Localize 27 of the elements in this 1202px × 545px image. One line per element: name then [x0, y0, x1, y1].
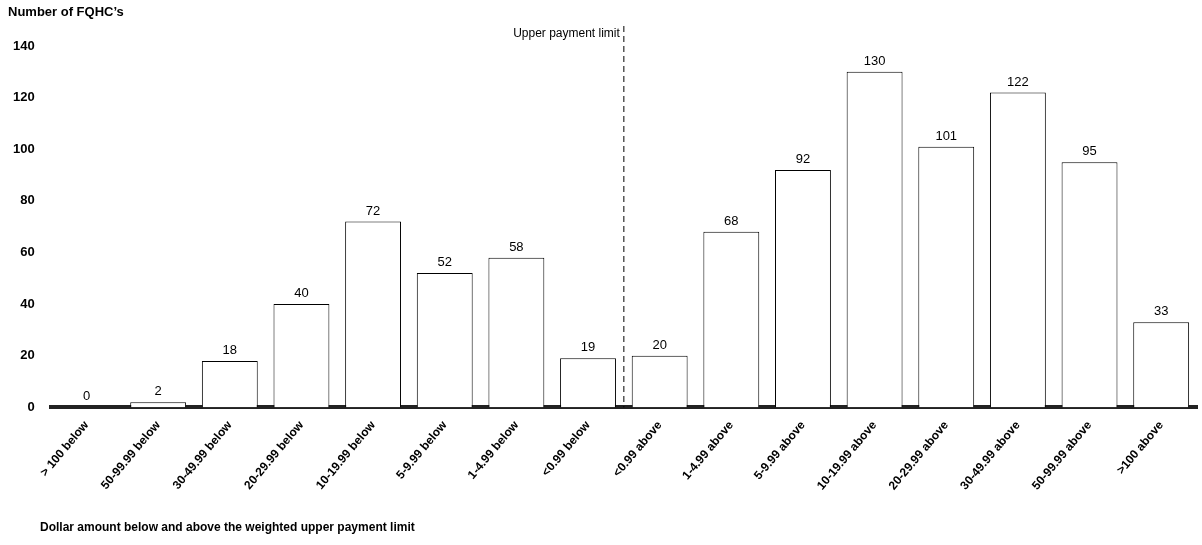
- y-tick-label: 60: [20, 244, 35, 260]
- data-label: 20: [652, 336, 667, 352]
- y-tick-label: 100: [12, 140, 35, 156]
- y-tick-label: 0: [27, 398, 35, 414]
- data-label: 33: [1153, 303, 1169, 319]
- data-label: 2: [154, 383, 162, 399]
- data-label: 68: [724, 212, 739, 228]
- data-label: 0: [82, 388, 91, 404]
- data-label: 52: [437, 254, 452, 270]
- y-tick-label: 140: [12, 37, 35, 53]
- data-label: 122: [1007, 73, 1029, 89]
- y-axis-title: Number of FQHC’s: [8, 4, 124, 19]
- data-label: 101: [935, 127, 958, 143]
- data-label: 92: [795, 150, 811, 166]
- data-label: 58: [509, 238, 524, 254]
- data-label: 72: [365, 202, 381, 218]
- y-tick-label: 120: [12, 89, 35, 105]
- text: Upper payment limit: [513, 26, 621, 41]
- x-axis-title: Dollar amount below and above the weighted upper payment limit: [40, 520, 415, 534]
- data-label: 18: [222, 341, 238, 357]
- data-label: 95: [1082, 143, 1097, 159]
- y-tick-label: 80: [20, 192, 35, 208]
- y-tick-label: 20: [20, 347, 35, 363]
- data-label: 130: [863, 52, 886, 68]
- y-tick-label: 40: [20, 295, 35, 311]
- data-label: 19: [580, 339, 596, 355]
- data-label: 40: [294, 285, 309, 301]
